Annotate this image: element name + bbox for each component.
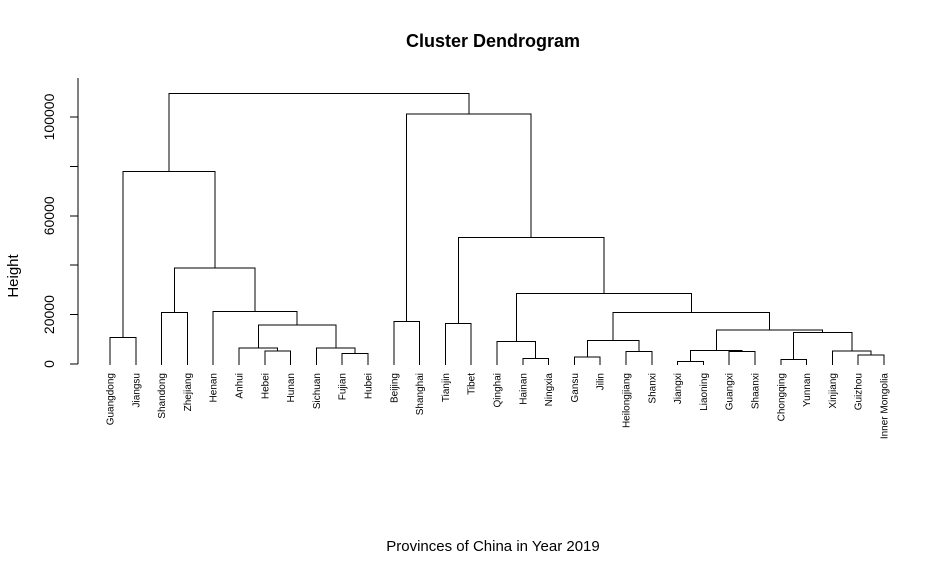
merge-link-15: [573, 356, 601, 365]
merge-link-5: [257, 324, 337, 348]
merge-link-1: [264, 350, 292, 365]
leaf-label-yunnan: Yunnan: [802, 373, 813, 407]
merge-link-28: [457, 236, 605, 324]
leaf-label-chongqing: Chongqing: [776, 373, 787, 421]
merge-link-23: [831, 350, 872, 365]
leaf-label-qinghai: Qinghai: [493, 373, 504, 407]
leaf-label-inner-mongolia: Inner Mongolia: [880, 373, 891, 440]
merge-link-24: [793, 331, 853, 360]
leaf-label-ningxia: Ningxia: [544, 373, 555, 407]
leaf-label-shandong: Shandong: [157, 373, 168, 419]
merge-link-2: [238, 347, 279, 365]
merge-link-17: [586, 340, 640, 358]
leaf-label-hainan: Hainan: [518, 373, 529, 405]
leaf-label-guangdong: Guangdong: [106, 373, 117, 425]
merge-link-16: [625, 351, 653, 365]
merge-link-25: [715, 329, 824, 351]
merge-link-9: [109, 336, 137, 365]
leaf-label-jiangxi: Jiangxi: [673, 373, 684, 404]
x-axis-title: Provinces of China in Year 2019: [386, 538, 599, 555]
merge-link-4: [315, 347, 356, 365]
merge-link-30: [168, 92, 470, 172]
dendrogram-tree: [109, 92, 885, 365]
merge-link-19: [728, 351, 756, 365]
chart-title: Cluster Dendrogram: [406, 31, 580, 51]
leaf-label-henan: Henan: [209, 373, 220, 402]
leaf-labels: Guangdong Jiangsu Shandong Zhejiang Henan Anh…: [106, 373, 891, 440]
leaf-label-hebei: Hebei: [260, 373, 271, 399]
leaf-label-anhui: Anhui: [235, 373, 246, 399]
merge-link-3: [341, 352, 369, 365]
y-tick-label: 100000: [41, 93, 57, 140]
merge-link-12: [444, 323, 472, 365]
leaf-label-guizhou: Guizhou: [854, 373, 865, 410]
leaf-label-beijing: Beijing: [389, 373, 400, 403]
merge-link-27: [515, 293, 692, 342]
merge-link-8: [174, 267, 256, 313]
leaf-label-zhejiang: Zhejiang: [183, 373, 194, 411]
merge-link-13: [522, 357, 550, 365]
leaf-label-shaanxi: Shaanxi: [751, 373, 762, 409]
leaf-label-jilin: Jilin: [596, 373, 607, 390]
merge-link-11: [393, 320, 421, 365]
merge-link-7: [161, 312, 188, 365]
merge-link-14: [496, 340, 537, 365]
merge-link-26: [612, 312, 771, 341]
leaf-label-tianjin: Tianjin: [441, 373, 452, 402]
merge-link-21: [780, 359, 808, 365]
leaf-label-hubei: Hubei: [364, 373, 375, 399]
leaf-label-gansu: Gansu: [570, 373, 581, 402]
leaf-label-shanghai: Shanghai: [415, 373, 426, 415]
merge-link-22: [857, 354, 885, 365]
leaf-label-jiangsu: Jiangsu: [131, 373, 142, 407]
leaf-label-guangxi: Guangxi: [725, 373, 736, 410]
leaf-label-tibet: Tibet: [467, 373, 478, 395]
merge-link-29: [406, 113, 532, 322]
y-axis: 0 20000 60000 100000: [41, 78, 79, 368]
leaf-label-sichuan: Sichuan: [312, 373, 323, 409]
leaf-label-fujian: Fujian: [338, 373, 349, 400]
y-tick-label: 20000: [41, 295, 57, 334]
y-tick-label: 60000: [41, 196, 57, 235]
leaf-label-liaoning: Liaoning: [699, 373, 710, 411]
merge-link-18: [677, 361, 704, 365]
y-axis-title: Height: [5, 253, 22, 297]
leaf-label-hunan: Hunan: [286, 373, 297, 402]
leaf-label-shanxi: Shanxi: [647, 373, 658, 404]
leaf-label-heilongjiang: Heilongjiang: [622, 373, 633, 428]
merge-link-6: [212, 310, 298, 365]
y-tick-label: 0: [41, 360, 57, 368]
leaf-label-xinjiang: Xinjiang: [828, 373, 839, 409]
